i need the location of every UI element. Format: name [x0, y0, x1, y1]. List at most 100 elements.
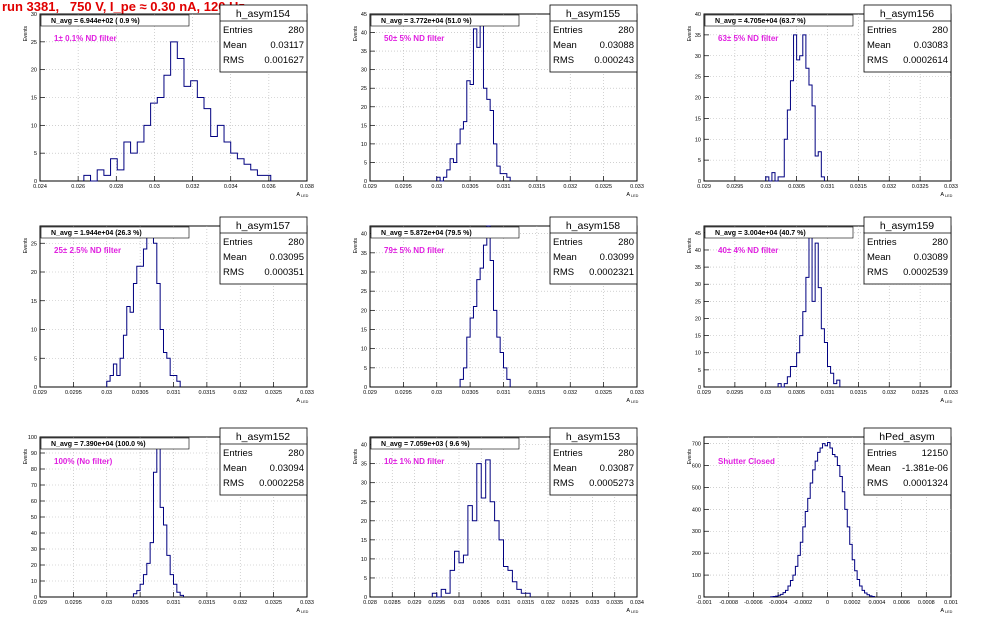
x-tick-label: 0.03	[760, 390, 771, 396]
histogram-bin	[495, 521, 499, 597]
histogram-series	[459, 225, 511, 387]
histogram-bin	[140, 584, 143, 597]
y-tick-label: 45	[695, 231, 701, 237]
x-tick-label: 0.031	[167, 600, 181, 606]
x-tick-label: 0.031	[497, 184, 511, 190]
y-tick-label: 35	[361, 49, 367, 55]
x-tick-label: 0.0305	[788, 390, 805, 396]
x-tick-label: 0.033	[300, 390, 314, 396]
histogram-bin	[455, 551, 459, 597]
histogram-bin	[783, 593, 785, 597]
histogram-bin	[483, 88, 486, 181]
x-tick-label: 0.0295	[428, 600, 445, 606]
histogram-bin	[137, 591, 140, 597]
y-tick-label: 200	[692, 551, 701, 557]
x-tick-label: 0.032	[233, 390, 247, 396]
stat-value-entries: 280	[932, 25, 948, 36]
histogram-bin	[211, 136, 218, 181]
histogram-bin	[113, 364, 116, 387]
histogram-bin	[153, 472, 156, 597]
histogram-bin	[463, 368, 466, 387]
histogram-bin	[441, 589, 445, 597]
y-axis-label: Events	[687, 449, 693, 465]
histogram-bin	[217, 125, 224, 181]
histogram-bin	[486, 460, 490, 597]
x-tick-label: 0.029	[697, 390, 711, 396]
navg-label: N_avg = 7.390e+04 (100.0 %)	[51, 441, 146, 448]
histogram-bin	[97, 170, 104, 181]
stat-value-mean: 0.03095	[270, 252, 304, 263]
x-tick-label: 0.03	[431, 184, 442, 190]
x-tick-label: 0.03	[454, 600, 465, 606]
histogram-bin	[170, 376, 173, 388]
y-axis-label: Events	[687, 26, 693, 42]
x-tick-label: 0.028	[363, 600, 377, 606]
histogram-bin	[490, 110, 493, 181]
histogram-bin	[832, 455, 834, 597]
histogram-bin	[869, 596, 871, 597]
histogram-bin	[497, 337, 500, 387]
histogram-name: h_asym152	[236, 431, 290, 443]
histogram-bin	[867, 595, 869, 597]
histogram-bin	[150, 543, 153, 597]
stat-value-entries: 280	[618, 448, 634, 459]
histogram-bin	[778, 595, 780, 597]
histogram-bin	[842, 492, 844, 597]
stat-label-mean: Mean	[867, 40, 891, 51]
y-tick-label: 35	[361, 462, 367, 468]
histogram-bin	[821, 177, 824, 181]
histogram-bin	[477, 280, 480, 387]
x-tick-label: 0.032	[186, 184, 200, 190]
x-tick-label: 0.032	[882, 390, 896, 396]
histogram-bin	[507, 177, 510, 181]
histogram-bin	[231, 153, 238, 181]
x-axis-label: A	[296, 398, 300, 404]
histogram-bin	[781, 594, 783, 597]
y-tick-label: 15	[361, 123, 367, 129]
histogram-bin	[809, 85, 812, 181]
histogram-bin	[432, 593, 436, 597]
histogram-bin	[124, 142, 131, 181]
x-tick-label: 0.0325	[912, 184, 929, 190]
x-tick-label: 0.03	[760, 184, 771, 190]
histogram-bin	[500, 353, 503, 388]
histogram-bin	[477, 464, 481, 597]
histogram-bin	[177, 381, 180, 387]
histogram-bin	[120, 358, 123, 387]
histogram-bin	[831, 373, 834, 387]
stat-value-mean: -1.381e-06	[902, 463, 948, 474]
x-tick-label: 0.0305	[132, 600, 149, 606]
x-tick-label: 0.029	[363, 184, 377, 190]
histogram-bin	[493, 310, 496, 387]
histogram-name: hPed_asym	[879, 431, 935, 443]
x-tick-label: 0.0315	[850, 184, 867, 190]
histogram-bin	[446, 593, 450, 597]
stats-box-frame	[219, 216, 308, 285]
histogram-panel-h_asym157: 0.029 0.0295 0.03 0.0305 0.031 0.0315 0.032 0.0…	[23, 216, 314, 404]
y-tick-label: 15	[361, 538, 367, 544]
histogram-bin	[174, 584, 177, 597]
histogram-bin	[460, 129, 463, 181]
histogram-bin	[460, 379, 463, 387]
y-tick-label: 40	[31, 531, 37, 537]
histogram-panel-h_asym152: 0.029 0.0295 0.03 0.0305 0.031 0.0315 0.032 0.0…	[23, 427, 314, 614]
histogram-bin	[803, 35, 806, 181]
y-tick-label: 25	[695, 75, 701, 81]
x-axis-label: A	[940, 192, 944, 198]
histogram-bin	[806, 68, 809, 181]
x-tick-label: 0.0305	[788, 184, 805, 190]
filter-note: 40± 4% ND filter	[718, 246, 778, 255]
x-tick-label: 0.0295	[65, 600, 82, 606]
histogram-bin	[473, 29, 476, 181]
stat-label-entries: Entries	[223, 237, 253, 248]
histogram-bin	[828, 366, 831, 387]
x-axis-label-subscript: LED	[301, 400, 309, 404]
y-tick-label: 40	[361, 232, 367, 238]
x-tick-label: 0.0305	[132, 390, 149, 396]
x-tick-label: 0.0305	[462, 390, 479, 396]
histogram-bin	[812, 301, 815, 387]
y-tick-label: 600	[692, 463, 701, 469]
y-tick-label: 10	[31, 579, 37, 585]
x-tick-label: 0.033	[630, 390, 644, 396]
histogram-bin	[163, 525, 166, 597]
